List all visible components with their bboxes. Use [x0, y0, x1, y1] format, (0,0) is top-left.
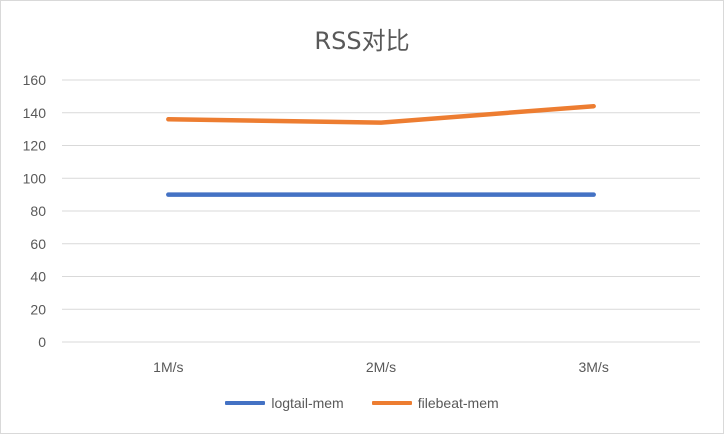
- legend-label-logtail-mem: logtail-mem: [271, 395, 344, 411]
- legend-item-logtail-mem: logtail-mem: [225, 395, 344, 411]
- y-tick-label-80: 80: [30, 203, 46, 219]
- y-tick-label-100: 100: [23, 170, 47, 186]
- x-tick-label-0: 1M/s: [153, 359, 183, 375]
- chart-title: RSS对比: [314, 27, 410, 55]
- x-tick-label-2: 3M/s: [578, 359, 608, 375]
- y-tick-label-40: 40: [30, 269, 46, 285]
- y-tick-label-160: 160: [23, 72, 47, 88]
- legend-swatch-logtail-mem: [225, 401, 266, 405]
- y-tick-label-60: 60: [30, 236, 46, 252]
- y-tick-label-0: 0: [38, 334, 46, 350]
- y-tick-label-140: 140: [23, 105, 47, 121]
- legend-item-filebeat-mem: filebeat-mem: [371, 395, 499, 411]
- y-tick-label-120: 120: [23, 138, 47, 154]
- series-line-filebeat-mem: [166, 103, 596, 125]
- y-tick-label-20: 20: [30, 301, 46, 317]
- legend-swatch-filebeat-mem: [371, 401, 412, 405]
- x-tick-label-1: 2M/s: [366, 359, 396, 375]
- legend-label-filebeat-mem: filebeat-mem: [417, 395, 499, 411]
- legend: logtail-mem filebeat-mem: [1, 395, 723, 411]
